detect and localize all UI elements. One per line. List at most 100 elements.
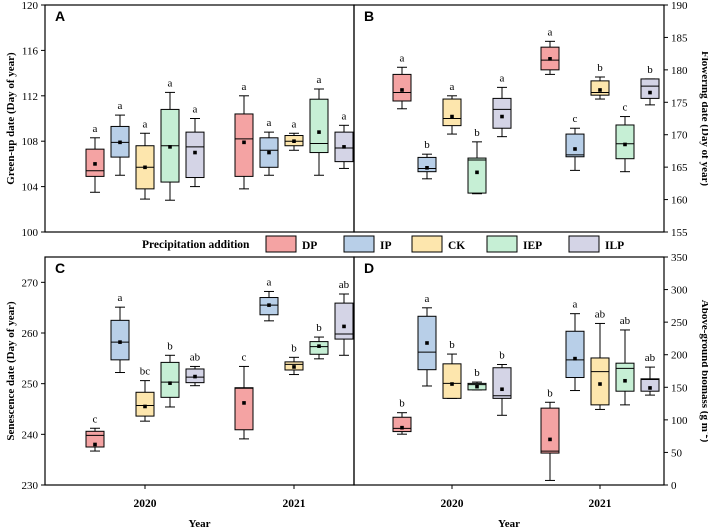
box-iep-2020: b [160,340,180,408]
mean-marker [342,145,346,149]
significance-label: a [573,299,578,311]
legend-label-iep: IEP [523,240,542,252]
panel-letter: D [364,260,374,276]
panel-a: A 100 104 108 112 116 120 Green-up date (Day of… [5,0,355,239]
box-iep-2020: b [467,367,487,391]
y-tick-label: 104 [22,182,39,194]
mean-marker [118,340,122,344]
significance-label: a [242,81,247,93]
box-iqr [565,330,585,379]
significance-label: b [547,387,553,399]
box-iep-2020: b [467,127,487,195]
significance-label: b [474,127,480,139]
box-ip-2020: a [110,100,130,176]
y-tick-label: 165 [671,162,688,174]
mean-marker [623,378,627,383]
panel-frame [353,4,665,233]
y-tick-label: 116 [22,45,39,57]
legend-swatch-iep [486,235,518,253]
box-iep-2021: a [309,74,329,176]
significance-label: bc [140,366,151,378]
box-iqr [392,73,412,102]
significance-label: a [450,81,455,93]
box-ip-2020: b [417,139,437,180]
mean-marker [93,442,97,447]
box-ilp-2020: b [492,349,512,416]
significance-label: b [597,62,603,74]
significance-label: b [449,339,455,351]
box-ck-2020: bc [135,366,155,422]
box-iqr [615,362,635,392]
y-tick-label: 155 [671,227,688,239]
significance-label: b [424,139,430,151]
significance-label: b [499,349,505,361]
y-tick-label: 185 [671,32,688,44]
y-tick-label: 270 [22,277,39,289]
box-iqr [234,387,254,431]
mean-marker [400,425,404,430]
y-tick-label: 150 [671,382,688,394]
box-iep-2020: a [160,77,180,201]
box-ilp-2020: a [492,72,512,138]
mean-marker [168,145,172,149]
significance-label: ab [339,279,350,291]
box-iqr [467,157,487,194]
legend-label-ck: CK [448,240,465,252]
y-tick-label: 180 [671,65,688,77]
significance-label: a [317,74,322,86]
significance-label: a [292,118,297,130]
significance-label: a [400,52,405,64]
box-ilp-2020: ab [185,351,205,387]
box-ck-2020: b [442,339,462,399]
y-tick-label: 190 [671,0,688,12]
box-iqr [442,98,462,127]
y-tick-label: 100 [22,227,39,239]
significance-label: a [342,110,347,122]
box-iqr [110,319,130,361]
y-tick-label: 170 [671,130,688,142]
mean-marker [143,404,147,409]
significance-label: a [143,118,148,130]
mean-marker [118,140,122,145]
box-ilp-2021: a [334,110,354,169]
mean-marker [450,114,454,119]
significance-label: b [316,322,322,334]
box-iqr [492,367,512,399]
mean-marker [292,139,296,143]
y-tick-label: 160 [671,195,688,207]
mean-marker [317,130,321,134]
mean-marker [598,88,602,92]
box-iqr [309,98,329,154]
y-tick-label: 108 [22,136,39,148]
y-tick-label: 0 [671,480,677,492]
panel-frame [353,256,665,486]
significance-label: a [118,292,123,304]
box-ilp-2021: b [640,64,660,106]
mean-marker [93,162,97,166]
mean-marker [548,57,552,61]
mean-marker [598,382,602,386]
legend-swatch-ck [411,235,443,253]
box-iep-2021: b [309,322,329,360]
box-ck-2021: b [284,342,304,376]
significance-label: ab [620,315,631,327]
y-tick-label: 120 [22,0,39,12]
y-tick-label: 350 [671,252,688,264]
mean-marker [425,341,429,345]
y-tick-label: 230 [22,480,39,492]
significance-label: c [242,351,247,363]
mean-marker [267,303,271,307]
y-tick-label: 240 [22,429,39,441]
legend-swatch-ilp [568,235,600,253]
panel-letter: A [55,8,65,24]
box-ilp-2020: a [185,104,205,188]
box-dp-2021: a [234,81,254,190]
mean-marker [400,88,404,92]
box-iqr [540,407,560,454]
legend-swatch-dp [265,235,297,253]
significance-label: c [573,113,578,125]
box-ip-2020: a [110,292,130,374]
mean-marker [573,147,577,151]
x-tick-label: 2020 [441,498,464,510]
